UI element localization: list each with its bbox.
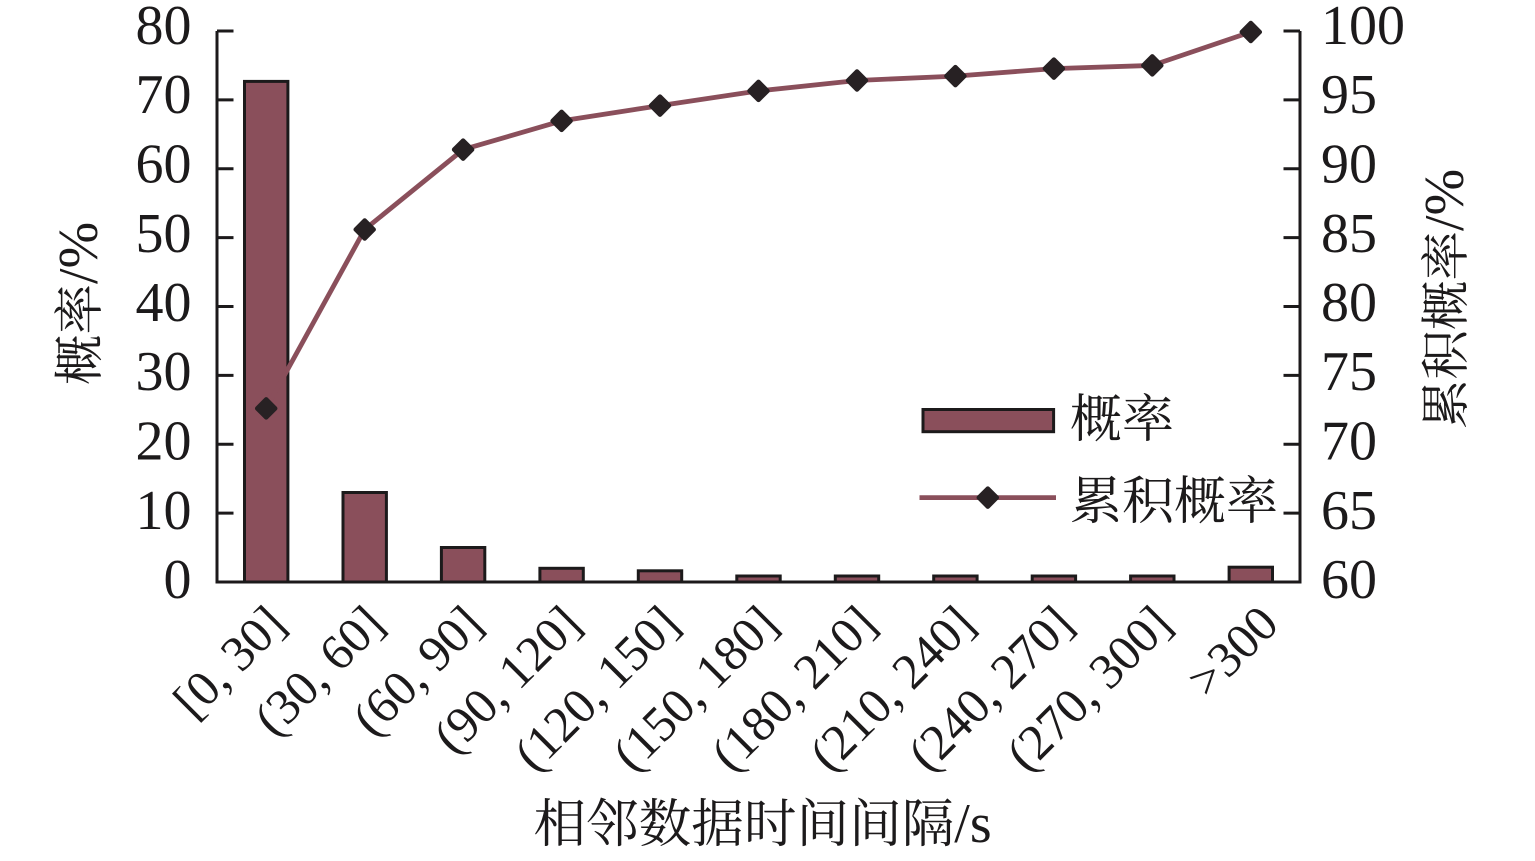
svg-text:50: 50 (136, 203, 192, 265)
svg-text:/s: /s (954, 793, 991, 855)
svg-text:70: 70 (1321, 411, 1377, 473)
svg-text:100: 100 (1321, 0, 1405, 57)
svg-text:/%: /% (1414, 169, 1476, 231)
svg-text:0: 0 (164, 549, 192, 611)
svg-text:70: 70 (136, 64, 192, 126)
svg-text:85: 85 (1321, 203, 1377, 265)
svg-text:80: 80 (1321, 272, 1377, 334)
svg-text:95: 95 (1321, 64, 1377, 126)
svg-text:40: 40 (136, 272, 192, 334)
svg-text:20: 20 (136, 411, 192, 473)
svg-text:60: 60 (136, 134, 192, 196)
svg-text:90: 90 (1321, 134, 1377, 196)
svg-text:65: 65 (1321, 480, 1377, 542)
svg-text:/%: /% (48, 222, 110, 284)
svg-text:75: 75 (1321, 341, 1377, 403)
svg-text:80: 80 (136, 0, 192, 57)
svg-text:10: 10 (136, 480, 192, 542)
svg-text:30: 30 (136, 341, 192, 403)
svg-text:60: 60 (1321, 549, 1377, 611)
